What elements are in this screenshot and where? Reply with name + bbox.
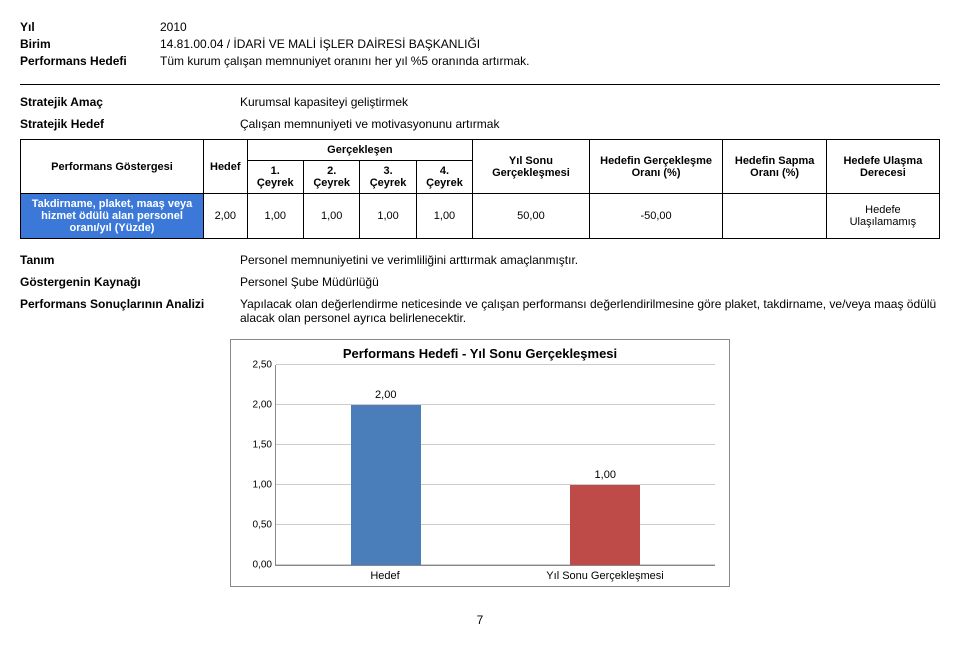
col-q3: 3. Çeyrek (360, 161, 416, 194)
chart-x-labels: HedefYıl Sonu Gerçekleşmesi (275, 566, 715, 582)
strategic-aim-value: Kurumsal kapasiteyi geliştirmek (240, 95, 940, 109)
source-row: Göstergenin Kaynağı Personel Şube Müdürl… (20, 275, 940, 289)
source-label: Göstergenin Kaynağı (20, 275, 240, 289)
col-q2: 2. Çeyrek (303, 161, 359, 194)
strategic-aim-label: Stratejik Amaç (20, 95, 240, 109)
table-data-row: Takdirname, plaket, maaş veya hizmet ödü… (21, 194, 940, 239)
cell-indicator: Takdirname, plaket, maaş veya hizmet ödü… (21, 194, 204, 239)
chart-ytick: 1,50 (240, 440, 272, 451)
col-q1: 1. Çeyrek (247, 161, 303, 194)
chart-x-label: Hedef (275, 566, 495, 582)
cell-q4: 1,00 (416, 194, 472, 239)
year-value: 2010 (160, 20, 940, 34)
chart-bar-value: 2,00 (351, 389, 421, 401)
chart-ytick: 2,00 (240, 400, 272, 411)
analysis-label: Performans Sonuçlarının Analizi (20, 297, 240, 311)
perf-target-label: Performans Hedefi (20, 54, 160, 68)
col-indicator: Performans Göstergesi (21, 140, 204, 194)
cell-q3: 1,00 (360, 194, 416, 239)
year-label: Yıl (20, 20, 160, 34)
source-value: Personel Şube Müdürlüğü (240, 275, 940, 289)
cell-achievement-level: Hedefe Ulaşılamamış (826, 194, 939, 239)
col-realized-group: Gerçekleşen (247, 140, 473, 161)
chart-gridline (276, 364, 715, 365)
strategic-target-row: Stratejik Hedef Çalışan memnuniyeti ve m… (20, 117, 940, 131)
document-header: Yıl 2010 Birim 14.81.00.04 / İDARİ VE MA… (20, 20, 940, 68)
analysis-row: Performans Sonuçlarının Analizi Yapılaca… (20, 297, 940, 325)
chart-gridline (276, 524, 715, 525)
strategic-aim-row: Stratejik Amaç Kurumsal kapasiteyi geliş… (20, 95, 940, 109)
table-header-row-1: Performans Göstergesi Hedef Gerçekleşen … (21, 140, 940, 161)
chart-gridline (276, 564, 715, 565)
col-realization-rate: Hedefin Gerçekleşme Oranı (%) (589, 140, 723, 194)
col-target: Hedef (204, 140, 248, 194)
perf-target-value: Tüm kurum çalışan memnuniyet oranını her… (160, 54, 940, 68)
unit-label: Birim (20, 37, 160, 51)
cell-deviation-rate (723, 194, 826, 239)
definition-label: Tanım (20, 253, 240, 267)
performance-table: Performans Göstergesi Hedef Gerçekleşen … (20, 139, 940, 239)
chart-gridline (276, 404, 715, 405)
cell-realization-rate: -50,00 (589, 194, 723, 239)
header-separator (20, 84, 940, 85)
header-row-year: Yıl 2010 (20, 20, 940, 34)
analysis-value: Yapılacak olan değerlendirme neticesinde… (240, 297, 940, 325)
col-achievement-level: Hedefe Ulaşma Derecesi (826, 140, 939, 194)
page-number: 7 (20, 613, 940, 627)
col-year-end: Yıl Sonu Gerçekleşmesi (473, 140, 589, 194)
strategic-target-label: Stratejik Hedef (20, 117, 240, 131)
chart-gridline (276, 484, 715, 485)
chart-gridline (276, 444, 715, 445)
chart-ytick: 2,50 (240, 360, 272, 371)
chart-ytick: 1,00 (240, 480, 272, 491)
chart-bar-value: 1,00 (570, 469, 640, 481)
chart-bar: 1,00 (570, 485, 640, 565)
chart-x-label: Yıl Sonu Gerçekleşmesi (495, 566, 715, 582)
header-row-unit: Birim 14.81.00.04 / İDARİ VE MALİ İŞLER … (20, 37, 940, 51)
header-row-perf-target: Performans Hedefi Tüm kurum çalışan memn… (20, 54, 940, 68)
definition-value: Personel memnuniyetini ve verimliliğini … (240, 253, 940, 267)
cell-q2: 1,00 (303, 194, 359, 239)
chart-ytick: 0,00 (240, 560, 272, 571)
bar-chart: Performans Hedefi - Yıl Sonu Gerçekleşme… (230, 339, 730, 587)
chart-title: Performans Hedefi - Yıl Sonu Gerçekleşme… (239, 346, 721, 361)
col-q4: 4. Çeyrek (416, 161, 472, 194)
unit-value: 14.81.00.04 / İDARİ VE MALİ İŞLER DAİRES… (160, 37, 940, 51)
cell-q1: 1,00 (247, 194, 303, 239)
cell-target: 2,00 (204, 194, 248, 239)
strategic-target-value: Çalışan memnuniyeti ve motivasyonunu art… (240, 117, 940, 131)
definition-row: Tanım Personel memnuniyetini ve verimlil… (20, 253, 940, 267)
chart-ytick: 0,50 (240, 520, 272, 531)
chart-plot-area: 0,000,501,001,502,002,502,001,00 (275, 365, 715, 566)
chart-bar: 2,00 (351, 405, 421, 565)
cell-year-end: 50,00 (473, 194, 589, 239)
col-deviation-rate: Hedefin Sapma Oranı (%) (723, 140, 826, 194)
